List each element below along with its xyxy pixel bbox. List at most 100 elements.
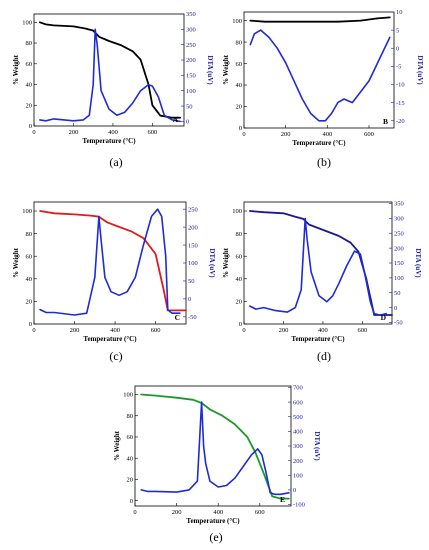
- y2-tick-label: 50: [186, 103, 193, 110]
- x-tick-label: 200: [281, 131, 291, 138]
- y-tick-label: 100: [232, 18, 242, 25]
- y2-tick-label: 5: [396, 27, 399, 34]
- panel-c: 0 200 400 600 0 20 40 60 80 100 -50 0 50 100 150 200 250…: [8, 196, 218, 346]
- weight-loss-curve: [39, 210, 187, 312]
- y2-tick-label: 10: [396, 9, 403, 16]
- y2-tick-label: -50: [188, 314, 197, 321]
- y-tick-label: 80: [26, 231, 33, 238]
- plot-frame-e: [134, 385, 292, 507]
- y2-tick-label: 300: [186, 27, 196, 34]
- y2-tick-label: 100: [188, 260, 198, 267]
- panel-b-chart: 0 200 400 600 0 20 40 60 80 100 -20 -15 -10 -5 0 5 10 Tem…: [222, 9, 424, 147]
- dta-curve: [39, 208, 181, 316]
- y-tick-label: 0: [29, 123, 32, 130]
- y2-tick-label: 150: [188, 242, 198, 249]
- y-tick-label: 100: [22, 208, 32, 215]
- y2-tick-label: 200: [186, 57, 196, 64]
- weight-loss-curve: [140, 393, 290, 500]
- x-tick-label: 400: [213, 509, 223, 516]
- y2-tick-label: 250: [188, 206, 198, 213]
- y-axis-label: % Weight: [12, 247, 20, 278]
- dta-curve: [39, 28, 181, 123]
- y2-tick-label: 200: [188, 224, 198, 231]
- y-tick-label: 60: [236, 253, 243, 260]
- y-tick-label: 40: [236, 276, 243, 283]
- y-tick-label: 60: [236, 61, 243, 68]
- y-tick-label: 80: [236, 231, 243, 238]
- x-tick-label: 600: [358, 327, 368, 334]
- y2-tick-label: 100: [394, 275, 404, 282]
- x-tick-label: 600: [148, 129, 158, 136]
- x-tick-label: 200: [69, 129, 79, 136]
- y2-tick-label: 200: [293, 458, 303, 465]
- y-tick-label: 0: [29, 321, 32, 328]
- plot-frame-d: [243, 201, 393, 325]
- y2-tick-label: 400: [293, 429, 303, 436]
- panel-letter: D: [381, 313, 387, 322]
- x-tick-label: 0: [133, 509, 136, 516]
- x-tick-label: 200: [172, 509, 182, 516]
- dta-curve: [249, 29, 391, 122]
- y2-tick-label: -50: [394, 320, 403, 327]
- panel-letter: C: [175, 313, 180, 322]
- y-tick-label: 40: [236, 82, 243, 89]
- panel-a: 0 200 400 600 0 20 40 60 80 100 0 50 100 150 200 250 300…: [8, 8, 218, 148]
- x-tick-label: 0: [242, 327, 245, 334]
- panel-d: 0 200 400 600 0 20 40 60 80 100 -50 0 50 100 150 200 250…: [218, 196, 423, 346]
- y-tick-label: 80: [236, 39, 243, 46]
- weight-loss-curve: [248, 210, 393, 316]
- panel-b: 0 200 400 600 0 20 40 60 80 100 -20 -15 -10 -5 0 5 10 Tem…: [218, 8, 424, 148]
- y2-tick-label: 350: [394, 201, 404, 208]
- x-tick-label: 0: [32, 327, 35, 334]
- y-tick-label: 20: [236, 299, 243, 306]
- panel-letter: E: [280, 495, 285, 504]
- y-tick-label: 100: [232, 208, 242, 215]
- x-axis-label: Temperature (°C): [83, 335, 137, 343]
- y2-tick-label: 0: [293, 487, 296, 494]
- y-tick-label: 60: [26, 253, 33, 260]
- y2-tick-label: 250: [186, 42, 196, 49]
- y-tick-label: 80: [26, 40, 33, 47]
- x-tick-label: 400: [318, 327, 328, 334]
- x-tick-label: 600: [364, 131, 374, 138]
- caption-d: (d): [317, 349, 331, 363]
- y2-tick-label: 0: [188, 296, 191, 303]
- y2-tick-label: 50: [188, 278, 195, 285]
- caption-b: (b): [317, 155, 331, 169]
- y2-tick-label: 500: [293, 414, 303, 421]
- y-tick-label: 0: [130, 498, 133, 505]
- y-tick-label: 40: [26, 82, 33, 89]
- x-tick-label: 400: [108, 129, 118, 136]
- y-tick-label: 60: [127, 434, 134, 441]
- caption-c: (c): [109, 349, 123, 363]
- x-tick-label: 600: [255, 509, 265, 516]
- x-tick-label: 200: [70, 327, 80, 334]
- x-tick-label: 200: [279, 327, 289, 334]
- y-axis-label: % Weight: [113, 430, 121, 461]
- weight-loss-curve: [38, 21, 182, 119]
- y2-tick-label: 100: [293, 472, 303, 479]
- y2-tick-label: -20: [396, 118, 405, 125]
- y2-tick-label: 350: [186, 11, 196, 18]
- y2-axis-label: DTA (uV): [208, 248, 216, 278]
- y-axis-label: % Weight: [222, 54, 230, 85]
- x-axis-label: Temperature (°C): [186, 517, 240, 525]
- y-tick-label: 100: [123, 392, 133, 399]
- dta-curve: [249, 217, 387, 316]
- y2-axis-label: DTA (uV): [206, 55, 214, 85]
- y2-tick-label: 300: [293, 443, 303, 450]
- y2-tick-label: 100: [186, 88, 196, 95]
- panel-e: 0 200 400 600 0 20 40 60 80 100 -100 0 100 200 300 400 5…: [105, 380, 330, 525]
- caption-a: (a): [109, 155, 123, 169]
- y2-tick-label: 700: [293, 385, 303, 392]
- y2-tick-label: 250: [394, 230, 404, 237]
- x-tick-label: 400: [322, 131, 332, 138]
- y2-tick-label: -100: [293, 502, 305, 509]
- panel-d-chart: 0 200 400 600 0 20 40 60 80 100 -50 0 50 100 150 200 250…: [222, 201, 422, 343]
- x-tick-label: 400: [110, 327, 120, 334]
- y-tick-label: 0: [239, 321, 242, 328]
- y-tick-label: 40: [26, 276, 33, 283]
- y-axis-label: % Weight: [12, 54, 20, 85]
- y2-axis-label: DTA (uV): [416, 55, 424, 85]
